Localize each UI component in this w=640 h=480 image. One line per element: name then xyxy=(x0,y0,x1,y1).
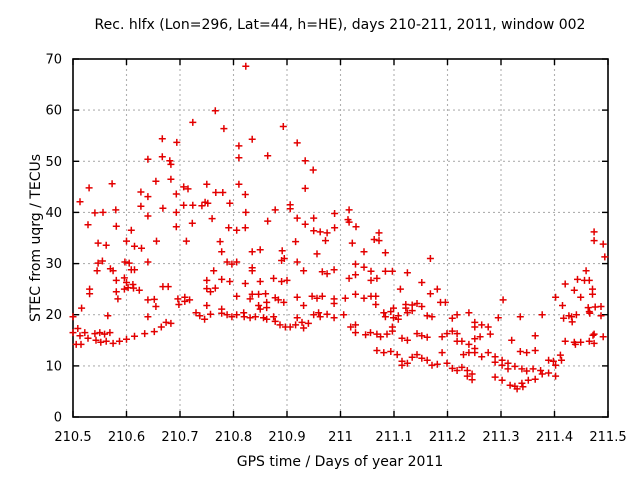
y-tick-labels: 0 10 20 30 40 50 60 70 xyxy=(45,53,62,426)
x-tick-label: 210.5 xyxy=(54,430,91,445)
y-tick-label: 70 xyxy=(45,53,62,68)
y-tick-label: 60 xyxy=(45,104,62,119)
plot-border xyxy=(72,58,609,418)
y-tick-label: 50 xyxy=(45,155,62,170)
x-tick-label: 210.6 xyxy=(108,430,145,445)
x-tick-label: 210.9 xyxy=(268,430,305,445)
y-tick-label: 40 xyxy=(45,206,62,221)
x-tick-labels: 210.5 210.6 210.7 210.8 210.9 211 211.1 211.2 21… xyxy=(54,430,626,445)
x-tick-label: 211.5 xyxy=(589,430,626,445)
x-tick-label: 210.8 xyxy=(215,430,252,445)
x-axis-label: GPS time / Days of year 2011 xyxy=(237,454,444,470)
x-tick-label: 211.4 xyxy=(536,430,573,445)
y-axis-label: STEC from uqrg / TECUs xyxy=(28,154,44,322)
x-tick-label: 211.2 xyxy=(429,430,466,445)
x-tick-label: 211.3 xyxy=(482,430,519,445)
grid-lines xyxy=(73,59,608,417)
y-tick-label: 20 xyxy=(45,308,62,323)
scatter-points xyxy=(69,62,609,393)
x-tick-label: 210.7 xyxy=(161,430,198,445)
y-tick-label: 10 xyxy=(45,359,62,374)
x-tick-label: 211.1 xyxy=(375,430,412,445)
y-tick-label: 30 xyxy=(45,257,62,272)
x-tick-label: 211 xyxy=(328,430,353,445)
y-tick-label: 0 xyxy=(54,411,62,426)
chart-title: Rec. hlfx (Lon=296, Lat=44, h=HE), days … xyxy=(95,17,586,33)
